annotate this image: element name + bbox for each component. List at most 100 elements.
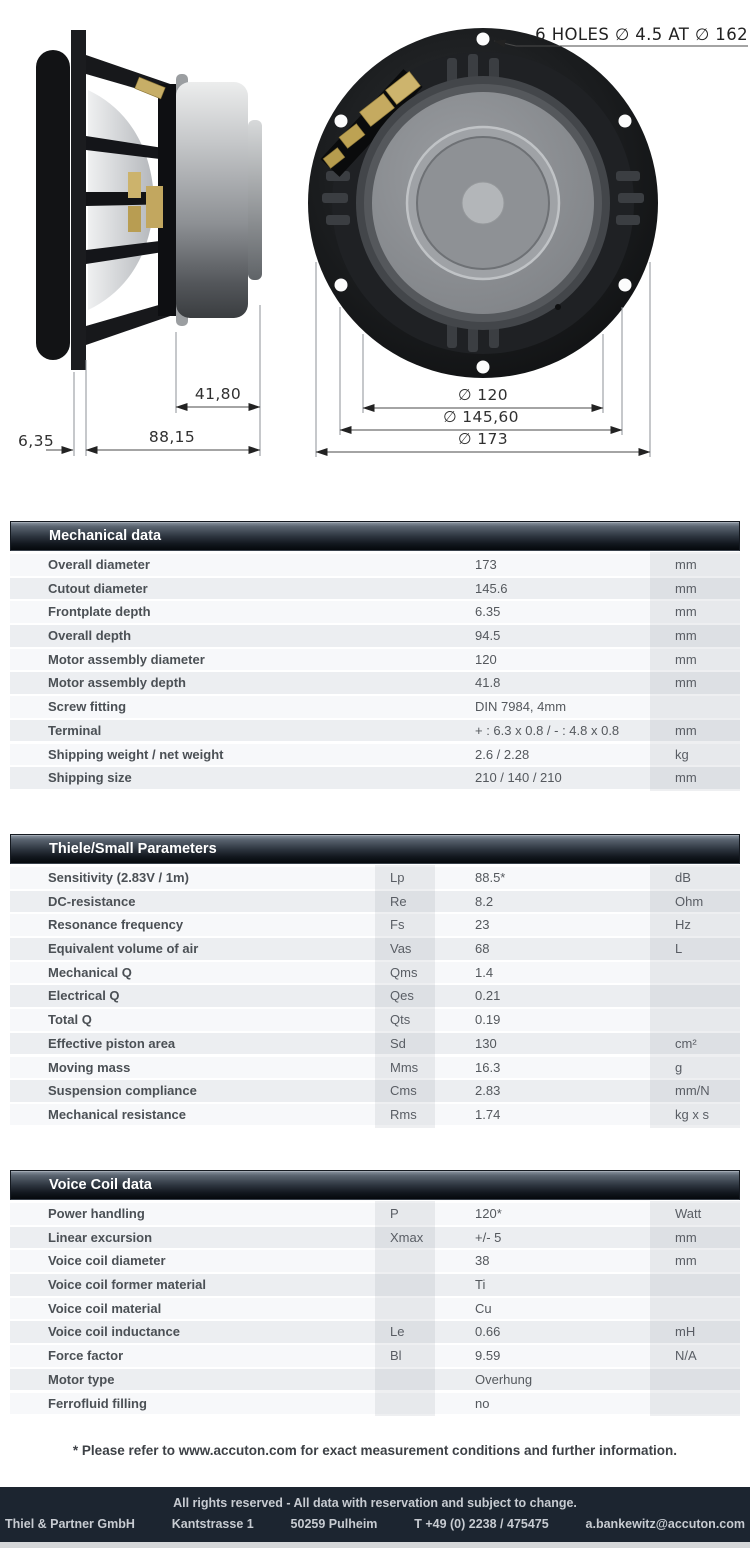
- dimension-label-motor-depth: 41,80: [195, 385, 241, 403]
- terminal-tab-gold: [134, 76, 166, 100]
- table-row: Motor assembly depth 41.8 mm: [10, 672, 740, 694]
- table-header-voice-coil-data: Voice Coil data: [10, 1170, 740, 1200]
- side-view-dimensions: 41,80 88,15 6,35: [18, 305, 261, 456]
- row-unit: mm: [675, 604, 697, 620]
- mounting-hole: [334, 278, 348, 292]
- row-unit: Watt: [675, 1206, 702, 1221]
- row-label: Voice coil inductance: [48, 1324, 180, 1340]
- row-label: Ferrofluid filling: [48, 1395, 147, 1411]
- row-unit: Hz: [675, 917, 691, 933]
- row-label: Overall depth: [48, 628, 132, 644]
- row-unit: mm: [675, 1253, 697, 1269]
- row-label: Motor assembly diameter: [48, 651, 205, 667]
- row-label: Voice coil diameter: [48, 1253, 166, 1269]
- row-unit: mm: [675, 557, 697, 572]
- table-row: Power handling P 120* Watt: [10, 1203, 740, 1225]
- basket-arm: [86, 136, 176, 161]
- footer-rights-text: All rights reserved - All data with rese…: [173, 1496, 577, 1510]
- row-value: 1.4: [475, 964, 494, 980]
- row-value: 1.74: [475, 1106, 501, 1122]
- row-symbol: Xmax: [390, 1229, 424, 1245]
- footer-contact-row: Thiel & Partner GmbH Kantstrasse 1 50259…: [0, 1517, 750, 1531]
- row-label: Linear excursion: [48, 1229, 153, 1245]
- table-header-mechanical-data: Mechanical data: [10, 521, 740, 551]
- basket-arm: [86, 300, 176, 345]
- dimension-label-cutout-diameter: ∅ 145,60: [443, 408, 519, 426]
- table-row: Shipping weight / net weight 2.6 / 2.28 kg: [10, 743, 740, 765]
- row-symbol: Qts: [390, 1012, 411, 1028]
- speaker-front-view: [308, 28, 658, 378]
- row-unit: mm: [675, 628, 697, 644]
- row-value: 9.59: [475, 1348, 501, 1364]
- row-unit: mm/N: [675, 1083, 710, 1099]
- row-unit: mm: [675, 675, 697, 691]
- table-voice-coil-data: Voice Coil data Power handling P 120* Watt L…: [10, 1170, 740, 1417]
- row-value: +/- 5: [475, 1229, 502, 1245]
- row-label: Voice coil material: [48, 1300, 162, 1316]
- magnet-body: [176, 82, 248, 318]
- table-row: DC-resistance Re 8.2 Ohm: [10, 890, 740, 913]
- table-header-thiele-small-parameters: Thiele/Small Parameters: [10, 834, 740, 864]
- mounting-hole: [476, 32, 490, 46]
- row-symbol: Sd: [390, 1035, 406, 1051]
- table-row: Sensitivity (2.83V / 1m) Lp 88.5* dB: [10, 867, 740, 889]
- row-label: Force factor: [48, 1348, 124, 1364]
- row-symbol: Mms: [390, 1059, 419, 1075]
- row-value: 145.6: [475, 580, 508, 596]
- dimension-label-motor-diameter: ∅ 120: [458, 386, 508, 404]
- footer-bar: All rights reserved - All data with rese…: [0, 1487, 750, 1542]
- row-symbol: Qms: [390, 964, 418, 980]
- row-label: Screw fitting: [48, 699, 127, 715]
- row-label: Sensitivity (2.83V / 1m): [48, 870, 189, 885]
- row-label: Mechanical resistance: [48, 1106, 187, 1122]
- row-value: DIN 7984, 4mm: [475, 699, 567, 715]
- mounting-hole: [334, 114, 348, 128]
- row-value: Ti: [475, 1277, 486, 1293]
- table-thiele-small-parameters: Thiele/Small Parameters Sensitivity (2.8…: [10, 834, 740, 1128]
- table-row: Motor type Overhung: [10, 1368, 740, 1391]
- table-body: Overall diameter 173 mm Cutout diameter 145.…: [10, 554, 740, 789]
- row-symbol: P: [390, 1206, 399, 1221]
- row-value: 23: [475, 917, 490, 933]
- footer-company-name: Thiel & Partner GmbH: [5, 1517, 135, 1531]
- holes-note-label: 6 HOLES ∅ 4.5 AT ∅ 162: [535, 25, 748, 44]
- row-label: Electrical Q: [48, 988, 120, 1004]
- row-label: Terminal: [48, 722, 102, 738]
- center-pole: [461, 181, 505, 225]
- table-row: Force factor Bl 9.59 N/A: [10, 1345, 740, 1367]
- table-row: Linear excursion Xmax +/- 5 mm: [10, 1226, 740, 1249]
- row-label: Suspension compliance: [48, 1083, 197, 1099]
- row-value: 2.6 / 2.28: [475, 746, 530, 762]
- table-body: Sensitivity (2.83V / 1m) Lp 88.5* dB DC-resi…: [10, 867, 740, 1126]
- table-row: Motor assembly diameter 120 mm: [10, 648, 740, 671]
- technical-drawing: 41,80 88,15 6,35: [18, 25, 748, 457]
- dimension-label-frontplate-depth: 6,35: [18, 432, 54, 450]
- row-value: 8.2: [475, 893, 494, 909]
- row-value: 68: [475, 941, 490, 957]
- table-row: Shipping size 210 / 140 / 210 mm: [10, 767, 740, 789]
- row-value: 120*: [475, 1206, 502, 1221]
- row-value: 2.83: [475, 1083, 501, 1099]
- row-value: 0.21: [475, 988, 501, 1004]
- row-unit: mm: [675, 580, 697, 596]
- terminal-tab-gold: [128, 206, 141, 232]
- row-value: 16.3: [475, 1059, 501, 1075]
- row-unit: dB: [675, 870, 691, 885]
- row-value: 0.19: [475, 1012, 501, 1028]
- row-unit: N/A: [675, 1348, 697, 1364]
- table-row: Voice coil inductance Le 0.66 mH: [10, 1321, 740, 1343]
- table-row: Voice coil diameter 38 mm: [10, 1250, 740, 1272]
- row-symbol: Fs: [390, 917, 405, 933]
- dimension-label-depth: 88,15: [149, 428, 195, 446]
- row-symbol: Bl: [390, 1348, 402, 1364]
- row-unit: Ohm: [675, 893, 704, 909]
- row-symbol: Cms: [390, 1083, 417, 1099]
- dimension-label-overall-diameter: ∅ 173: [458, 430, 508, 448]
- table-row: Electrical Q Qes 0.21: [10, 985, 740, 1007]
- row-label: Effective piston area: [48, 1035, 176, 1051]
- row-label: Shipping size: [48, 770, 132, 786]
- frontplate-edge: [71, 30, 86, 370]
- grille-edge: [36, 50, 70, 360]
- table-row: Mechanical Q Qms 1.4: [10, 961, 740, 984]
